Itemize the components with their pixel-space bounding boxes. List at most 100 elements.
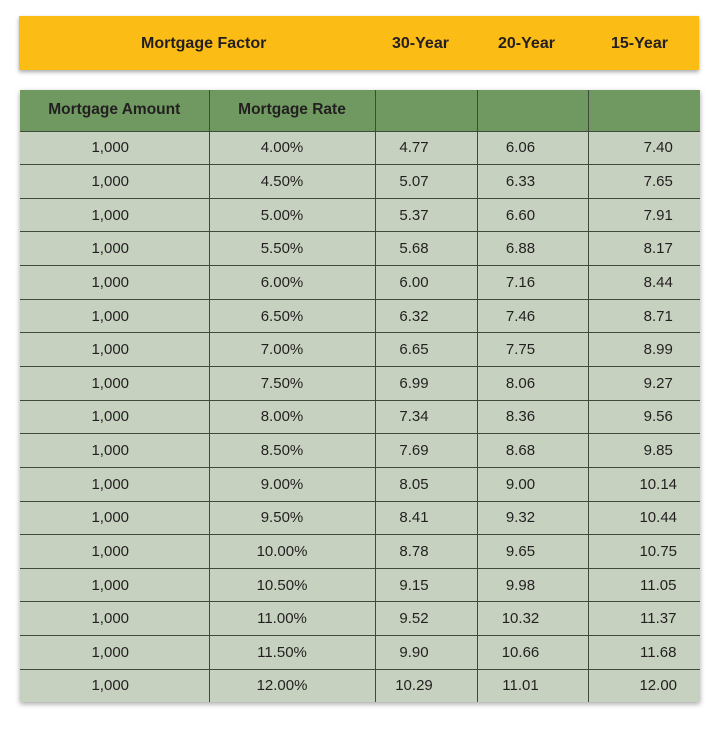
mortgage-factor-banner: Mortgage Factor 30-Year 20-Year 15-Year — [19, 16, 699, 70]
cell-mortgage-rate: 5.50% — [208, 231, 376, 267]
header-row: Mortgage Amount Mortgage Rate — [20, 90, 700, 132]
cell-20-year-factor: 8.06 — [476, 365, 589, 401]
cell-15-year-factor: 8.71 — [587, 298, 700, 334]
table-row: 1,000 9.50% 8.41 9.32 10.44 — [20, 500, 700, 536]
table-header: Mortgage Amount Mortgage Rate — [20, 90, 700, 132]
cell-30-year-factor: 8.78 — [374, 534, 478, 569]
cell-30-year-factor: 6.00 — [374, 265, 478, 300]
cell-20-year-factor: 10.32 — [476, 601, 589, 637]
cell-15-year-factor: 11.05 — [587, 567, 700, 603]
cell-20-year-factor: 7.75 — [476, 332, 589, 367]
cell-30-year-factor: 6.32 — [374, 298, 478, 334]
cell-15-year-factor: 12.00 — [587, 668, 700, 702]
cell-30-year-factor: 8.41 — [374, 500, 478, 536]
cell-20-year-factor: 9.32 — [476, 500, 589, 536]
cell-20-year-factor: 6.88 — [476, 231, 589, 267]
cell-mortgage-amount: 1,000 — [20, 466, 210, 502]
cell-mortgage-rate: 4.00% — [208, 130, 376, 166]
cell-mortgage-rate: 10.00% — [208, 534, 376, 569]
cell-15-year-factor: 7.91 — [587, 197, 700, 233]
cell-mortgage-rate: 10.50% — [208, 567, 376, 603]
cell-20-year-factor: 10.66 — [476, 635, 589, 670]
cell-30-year-factor: 9.90 — [374, 635, 478, 670]
table-row: 1,000 8.50% 7.69 8.68 9.85 — [20, 433, 700, 468]
cell-mortgage-amount: 1,000 — [20, 164, 210, 199]
cell-mortgage-amount: 1,000 — [20, 534, 210, 569]
cell-mortgage-rate: 9.00% — [208, 466, 376, 502]
cell-mortgage-rate: 7.00% — [208, 332, 376, 367]
cell-15-year-factor: 10.75 — [587, 534, 700, 569]
cell-mortgage-rate: 9.50% — [208, 500, 376, 536]
cell-mortgage-amount: 1,000 — [20, 668, 210, 702]
cell-mortgage-rate: 12.00% — [208, 668, 376, 702]
cell-30-year-factor: 9.52 — [374, 601, 478, 637]
table-row: 1,000 11.00% 9.52 10.32 11.37 — [20, 601, 700, 637]
banner-20-year: 20-Year — [498, 35, 555, 52]
table-row: 1,000 9.00% 8.05 9.00 10.14 — [20, 466, 700, 502]
cell-20-year-factor: 7.16 — [476, 265, 589, 300]
header-15-year — [587, 90, 700, 132]
cell-15-year-factor: 10.14 — [587, 466, 700, 502]
cell-mortgage-rate: 11.00% — [208, 601, 376, 637]
cell-30-year-factor: 7.69 — [374, 433, 478, 468]
cell-mortgage-rate: 7.50% — [208, 365, 376, 401]
cell-15-year-factor: 9.85 — [587, 433, 700, 468]
cell-20-year-factor: 9.00 — [476, 466, 589, 502]
cell-30-year-factor: 10.29 — [374, 668, 478, 702]
cell-20-year-factor: 6.33 — [476, 164, 589, 199]
cell-mortgage-amount: 1,000 — [20, 231, 210, 267]
cell-20-year-factor: 8.68 — [476, 433, 589, 468]
cell-mortgage-amount: 1,000 — [20, 500, 210, 536]
table-row: 1,000 12.00% 10.29 11.01 12.00 — [20, 668, 700, 702]
cell-15-year-factor: 11.37 — [587, 601, 700, 637]
cell-mortgage-amount: 1,000 — [20, 365, 210, 401]
table-row: 1,000 11.50% 9.90 10.66 11.68 — [20, 635, 700, 670]
cell-mortgage-rate: 8.50% — [208, 433, 376, 468]
cell-20-year-factor: 11.01 — [476, 668, 589, 702]
cell-15-year-factor: 11.68 — [587, 635, 700, 670]
cell-15-year-factor: 10.44 — [587, 500, 700, 536]
cell-30-year-factor: 6.99 — [374, 365, 478, 401]
cell-mortgage-amount: 1,000 — [20, 567, 210, 603]
cell-30-year-factor: 4.77 — [374, 130, 478, 166]
cell-20-year-factor: 8.36 — [476, 399, 589, 435]
cell-20-year-factor: 9.65 — [476, 534, 589, 569]
cell-15-year-factor: 9.56 — [587, 399, 700, 435]
cell-20-year-factor: 6.60 — [476, 197, 589, 233]
cell-mortgage-amount: 1,000 — [20, 332, 210, 367]
table-row: 1,000 10.00% 8.78 9.65 10.75 — [20, 534, 700, 569]
header-30-year — [374, 90, 478, 132]
cell-mortgage-amount: 1,000 — [20, 265, 210, 300]
table-row: 1,000 4.50% 5.07 6.33 7.65 — [20, 164, 700, 199]
cell-15-year-factor: 8.44 — [587, 265, 700, 300]
banner-title: Mortgage Factor — [141, 35, 267, 52]
cell-30-year-factor: 7.34 — [374, 399, 478, 435]
table-row: 1,000 6.00% 6.00 7.16 8.44 — [20, 265, 700, 300]
cell-15-year-factor: 7.40 — [587, 130, 700, 166]
cell-mortgage-amount: 1,000 — [20, 635, 210, 670]
cell-15-year-factor: 8.17 — [587, 231, 700, 267]
cell-mortgage-rate: 4.50% — [208, 164, 376, 199]
header-mortgage-amount: Mortgage Amount — [20, 90, 210, 132]
table-row: 1,000 7.00% 6.65 7.75 8.99 — [20, 332, 700, 367]
cell-mortgage-rate: 6.00% — [208, 265, 376, 300]
banner-30-year: 30-Year — [392, 35, 449, 52]
mortgage-factor-table: Mortgage Amount Mortgage Rate 1,000 4.00%… — [20, 90, 700, 702]
cell-15-year-factor: 7.65 — [587, 164, 700, 199]
header-20-year — [476, 90, 589, 132]
cell-30-year-factor: 5.07 — [374, 164, 478, 199]
table-row: 1,000 7.50% 6.99 8.06 9.27 — [20, 365, 700, 401]
cell-mortgage-amount: 1,000 — [20, 298, 210, 334]
cell-mortgage-rate: 8.00% — [208, 399, 376, 435]
cell-15-year-factor: 9.27 — [587, 365, 700, 401]
cell-mortgage-amount: 1,000 — [20, 601, 210, 637]
cell-mortgage-amount: 1,000 — [20, 433, 210, 468]
cell-30-year-factor: 9.15 — [374, 567, 478, 603]
cell-20-year-factor: 9.98 — [476, 567, 589, 603]
table-body: 1,000 4.00% 4.77 6.06 7.40 1,000 4.50% 5.07 6.33… — [20, 130, 700, 702]
banner-15-year: 15-Year — [611, 35, 668, 52]
table-row: 1,000 8.00% 7.34 8.36 9.56 — [20, 399, 700, 435]
cell-15-year-factor: 8.99 — [587, 332, 700, 367]
cell-mortgage-rate: 5.00% — [208, 197, 376, 233]
cell-mortgage-rate: 11.50% — [208, 635, 376, 670]
